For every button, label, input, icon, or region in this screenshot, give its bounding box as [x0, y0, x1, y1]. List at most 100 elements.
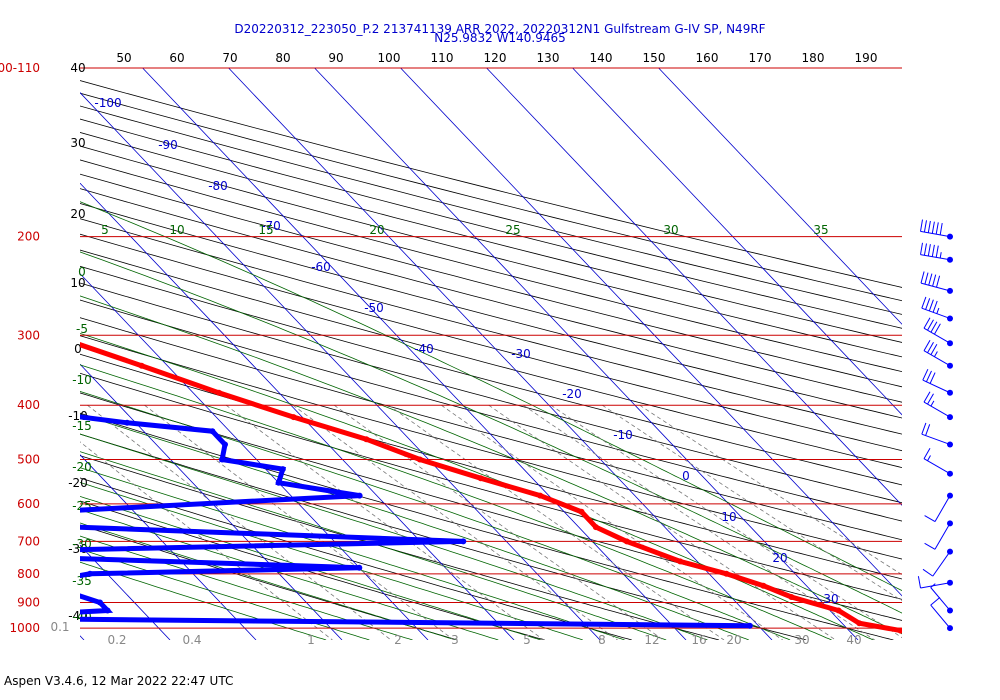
wind-barb	[923, 391, 953, 421]
moist-adiabat-label: 35	[813, 223, 828, 237]
mixing-ratio-label: 30	[794, 633, 809, 647]
footer-version: Aspen V3.4.6, 12 Mar 2022 22:47 UTC	[4, 674, 234, 688]
moist-adiabat-line	[80, 413, 749, 640]
dry-adiabat-line	[80, 524, 458, 640]
dewpoint-point	[746, 622, 753, 629]
dry-adiabat-line	[80, 233, 902, 452]
isotherm-label: -30	[511, 347, 531, 361]
temperature-point	[477, 475, 484, 482]
temperature-point	[363, 436, 370, 443]
wind-barb-staff	[923, 401, 951, 418]
mixing-ratio-line	[639, 404, 902, 576]
wind-barb-half-flag	[930, 400, 935, 407]
wind-barb-flag	[922, 568, 934, 577]
temperature-point	[537, 492, 544, 499]
isotherm-line	[80, 454, 257, 640]
wind-barb-flag	[927, 319, 934, 331]
dry-adiabat-line	[80, 173, 902, 388]
wind-barb	[920, 242, 953, 263]
wind-barb-staff	[921, 433, 951, 445]
left-scale-label: 0	[74, 342, 82, 356]
wind-barb	[930, 597, 953, 632]
left-scale-label: -30	[68, 542, 88, 556]
isotherm-label: 20	[772, 551, 787, 565]
dry-adiabat-line	[80, 353, 902, 580]
dewpoint-point	[209, 428, 216, 435]
dry-adiabat-line	[80, 500, 545, 640]
wind-barb-flag	[933, 323, 941, 335]
wind-barb-flag	[936, 275, 941, 288]
mixing-ratio-label: 3	[451, 633, 459, 647]
mixing-ratio-label: 0.4	[182, 633, 201, 647]
left-scale-label: 10	[70, 276, 85, 290]
isotherm-line	[314, 68, 859, 640]
mixing-ratio-label: 0.1	[50, 620, 69, 634]
pressure-tick-label: 500	[17, 453, 40, 467]
top-scale-label: 90	[328, 51, 343, 65]
wind-barb-staff	[920, 282, 951, 292]
wind-barb	[930, 583, 953, 614]
moist-adiabat-line	[80, 433, 708, 640]
wind-barb-half-flag	[936, 307, 940, 314]
mixing-ratio-label: 1	[307, 633, 315, 647]
top-scale-label: 120	[484, 51, 507, 65]
dry-adiabat-line	[80, 118, 902, 329]
dewpoint-point	[4, 393, 10, 399]
mixing-ratio-line	[333, 404, 664, 640]
dewpoint-point	[222, 441, 228, 448]
mixing-ratio-label: 8	[598, 633, 606, 647]
top-scale-label: 180	[802, 51, 825, 65]
isotherm-line	[80, 92, 601, 640]
wind-barb-flag	[924, 272, 929, 285]
pressure-tick-label: 700	[17, 534, 40, 548]
wind-barb-flag	[924, 542, 936, 550]
dry-adiabat-line	[80, 392, 902, 621]
moist-adiabat-label: 0	[78, 265, 86, 279]
isotherm-label: 10	[721, 510, 736, 524]
top-scale-label: 100	[378, 51, 401, 65]
wind-barb-flag	[927, 393, 934, 405]
pressure-tick-label: 800	[17, 567, 40, 581]
wind-barb-flag	[935, 245, 939, 258]
moist-adiabat-line	[80, 467, 625, 640]
mixing-ratio-line	[523, 404, 875, 640]
wind-barb-flag	[920, 219, 923, 232]
temperature-point	[416, 456, 423, 463]
moist-adiabat-line	[80, 364, 832, 640]
wind-barb-flag	[921, 296, 927, 309]
dry-adiabat-line	[80, 372, 902, 600]
wind-barb-half-flag	[930, 583, 936, 588]
wind-barb-flag	[930, 597, 941, 606]
dry-adiabat-line	[80, 412, 894, 640]
mixing-ratio-line	[388, 404, 725, 640]
dewpoint-point	[460, 538, 467, 545]
dry-adiabat-line	[80, 433, 807, 640]
moist-adiabat-label: 25	[505, 223, 520, 237]
dry-adiabat-line	[80, 299, 902, 522]
wind-barb-flag	[922, 368, 929, 381]
temperature-point	[138, 362, 145, 369]
wind-barb-half-flag	[933, 351, 938, 357]
mixing-ratio-line	[602, 404, 902, 602]
moist-adiabat-label: -35	[72, 574, 92, 588]
wind-barb-staff	[932, 551, 951, 577]
wind-barb-staff	[930, 604, 951, 629]
wind-barb-flag	[932, 274, 937, 287]
wind-barb-staff	[920, 254, 951, 261]
mixing-ratio-line	[80, 441, 333, 640]
isotherm-line	[228, 68, 773, 640]
dewpoint-point	[56, 411, 62, 417]
dewpoint-point	[72, 591, 78, 597]
top-scale-label: 50	[116, 51, 131, 65]
mixing-ratio-label: 2	[394, 633, 402, 647]
wind-barb-flag	[923, 243, 927, 256]
wind-barb-flag	[930, 321, 938, 333]
mixing-ratio-line	[144, 404, 455, 640]
left-scale-label: 40	[70, 61, 85, 75]
temperature-point	[677, 558, 684, 565]
dry-adiabat-line	[80, 105, 902, 315]
wind-barb-flag	[924, 515, 936, 523]
wind-barb	[921, 422, 953, 448]
mixing-ratio-line	[488, 404, 836, 640]
dewpoint-point	[45, 509, 51, 515]
